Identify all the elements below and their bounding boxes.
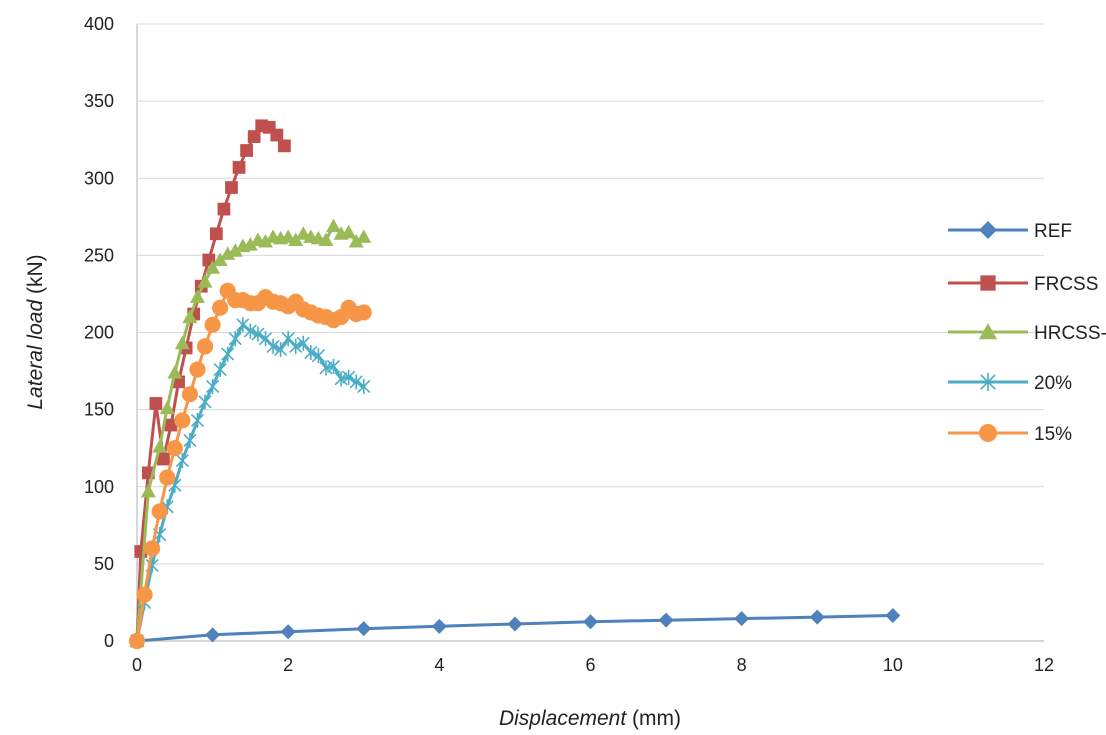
data-point	[507, 617, 522, 632]
data-point	[159, 469, 175, 485]
y-tick-label: 0	[104, 631, 114, 651]
legend-label: 15%	[1034, 424, 1072, 445]
x-tick-label: 0	[132, 655, 142, 675]
data-point	[356, 304, 372, 320]
series-line	[137, 226, 364, 641]
data-point	[141, 484, 156, 498]
data-point	[979, 221, 997, 239]
data-point	[191, 413, 203, 428]
data-point	[207, 379, 219, 394]
data-point	[350, 374, 362, 389]
x-tick-label: 8	[737, 655, 747, 675]
data-point	[583, 614, 598, 629]
data-point	[174, 412, 190, 428]
data-point	[356, 229, 371, 243]
data-point	[214, 362, 226, 377]
data-point	[212, 300, 228, 316]
data-point	[152, 503, 168, 519]
legend-item-FRCSS: FRCSS	[948, 274, 1098, 295]
data-point	[182, 386, 198, 402]
legend-label: HRCSS-1	[1034, 323, 1106, 344]
data-point	[144, 540, 160, 556]
y-tick-label: 150	[84, 400, 114, 420]
legend-item-REF: REF	[948, 221, 1072, 242]
data-point	[129, 633, 145, 649]
y-tick-label: 100	[84, 477, 114, 497]
legend-label: FRCSS	[1034, 274, 1098, 295]
y-axis-title: Lateral load (kN)	[24, 254, 47, 409]
data-point	[222, 347, 234, 362]
data-point	[218, 203, 231, 216]
legend: REF FRCSS HRCSS-1 20% 15%	[948, 221, 1106, 445]
data-point	[356, 621, 371, 636]
series-REF	[130, 608, 901, 648]
data-point	[326, 219, 341, 233]
series-line	[137, 291, 364, 641]
legend-item-15%: 15%	[948, 424, 1072, 445]
data-point	[205, 317, 221, 333]
legend-label: REF	[1034, 221, 1072, 242]
data-point	[197, 338, 213, 354]
x-tick-label: 6	[585, 655, 595, 675]
data-point	[205, 627, 220, 642]
data-point	[184, 433, 196, 448]
data-point	[980, 275, 995, 290]
y-tick-label: 300	[84, 168, 114, 188]
y-tick-label: 350	[84, 91, 114, 111]
x-tick-label: 4	[434, 655, 444, 675]
x-tick-label: 10	[883, 655, 903, 675]
data-point	[233, 161, 246, 174]
data-point	[240, 144, 253, 157]
legend-item-20%: 20%	[948, 373, 1072, 394]
data-point	[281, 624, 296, 639]
series-HRCSS-1	[130, 219, 372, 647]
y-tick-label: 50	[94, 554, 114, 574]
y-tick-label: 400	[84, 14, 114, 34]
data-point	[229, 331, 241, 346]
y-tick-label: 250	[84, 245, 114, 265]
data-point	[659, 613, 674, 628]
data-point	[150, 397, 163, 410]
data-point	[199, 394, 211, 409]
x-tick-label: 12	[1034, 655, 1054, 675]
y-tick-label: 200	[84, 323, 114, 343]
data-point	[225, 181, 238, 194]
legend-item-HRCSS-1: HRCSS-1	[948, 323, 1106, 344]
data-point	[358, 379, 370, 394]
data-point	[979, 424, 997, 442]
legend-label: 20%	[1034, 373, 1072, 394]
data-point	[210, 227, 223, 240]
data-point	[136, 587, 152, 603]
x-tick-label: 2	[283, 655, 293, 675]
data-point	[189, 361, 205, 377]
data-point	[167, 440, 183, 456]
data-point	[278, 139, 291, 152]
data-point	[432, 619, 447, 634]
series-lines	[129, 119, 900, 649]
data-point	[810, 610, 825, 625]
data-point	[734, 611, 749, 626]
x-axis-title: Displacement (mm)	[499, 707, 681, 730]
data-point	[885, 608, 900, 623]
data-point	[237, 317, 249, 332]
